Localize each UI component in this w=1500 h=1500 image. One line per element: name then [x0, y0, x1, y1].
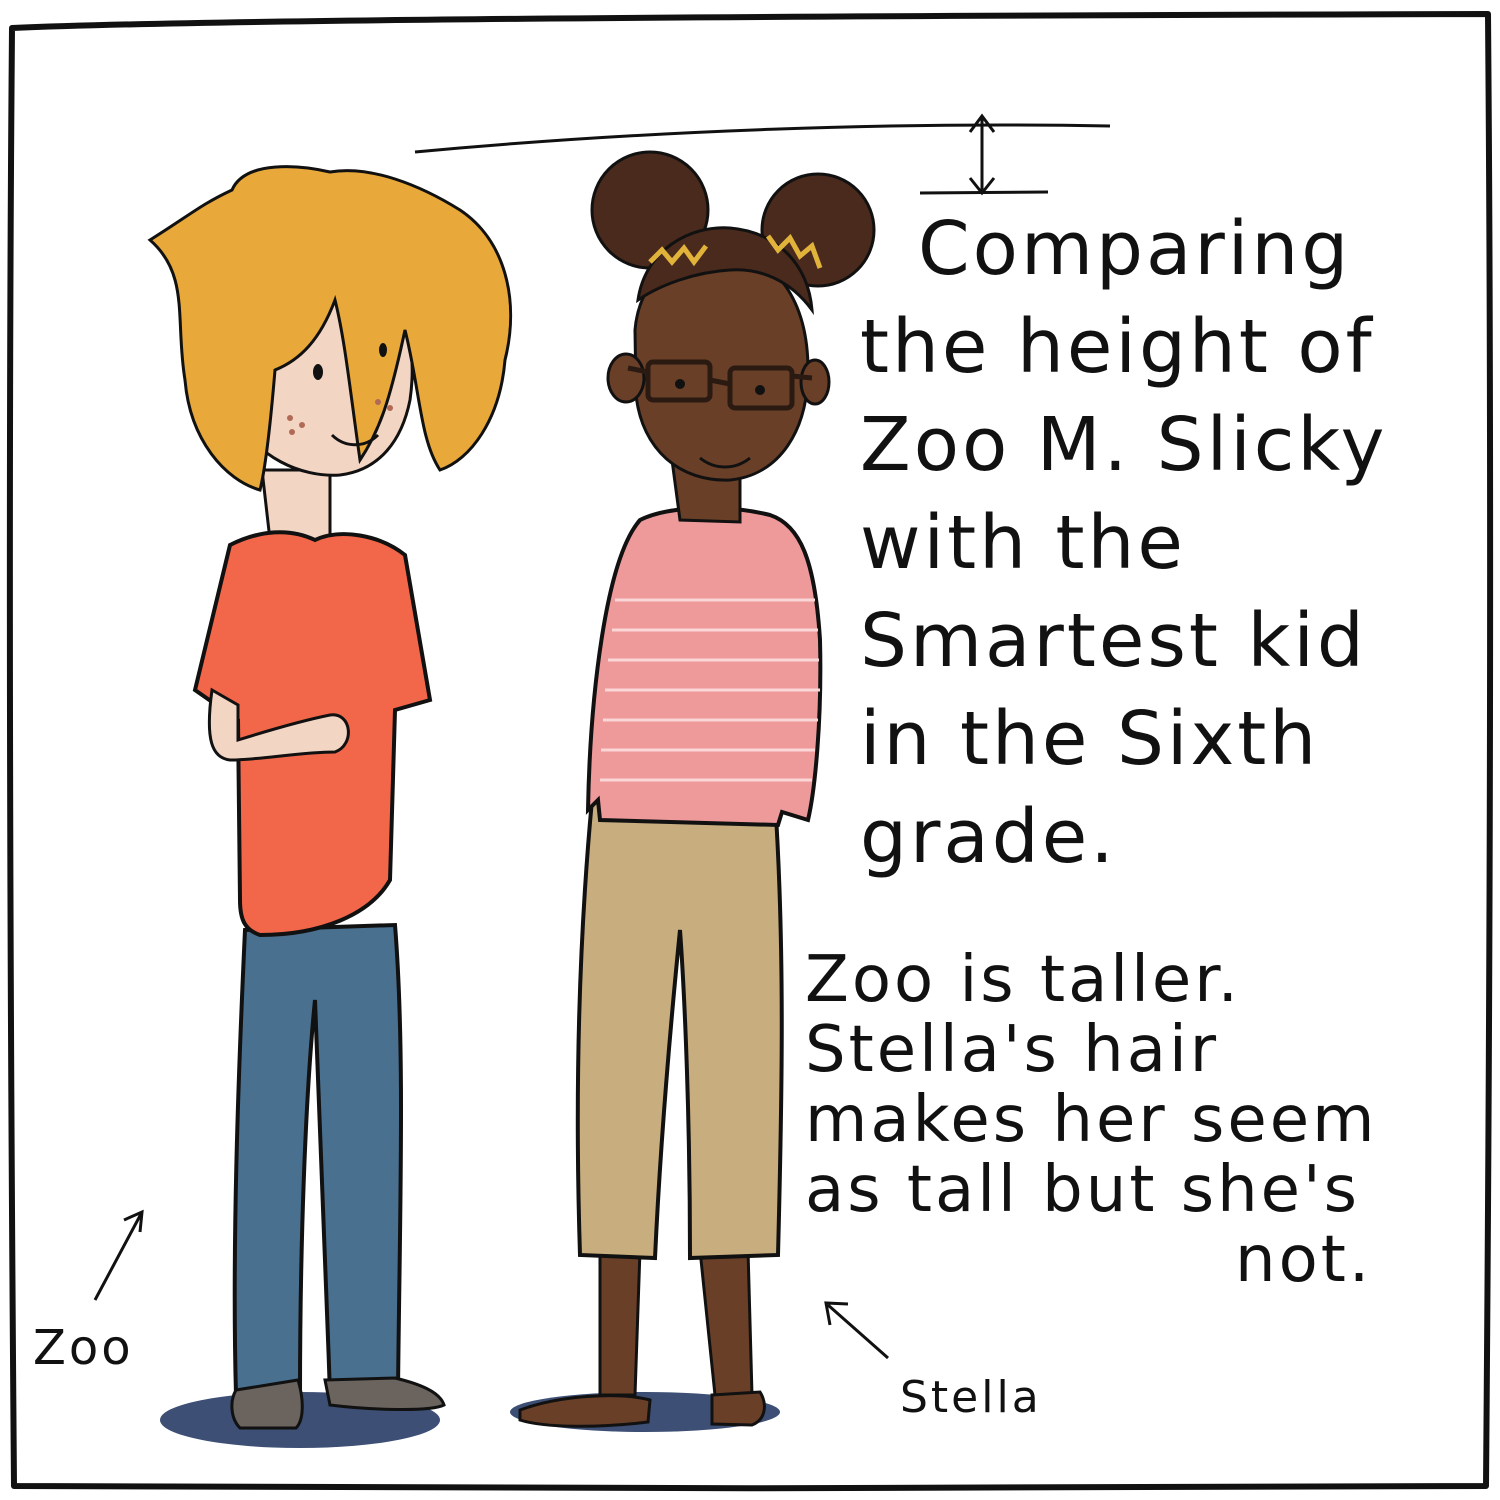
- stella-hairband-right: [765, 233, 823, 269]
- caption-line: grade.: [860, 794, 1117, 880]
- caption-line: Zoo M. Slicky: [860, 402, 1388, 488]
- zoo-freckles: [287, 399, 393, 435]
- note-line: as tall but she's: [805, 1153, 1360, 1227]
- stella-shirt: [585, 506, 823, 828]
- zoo-eye-left: [313, 364, 323, 380]
- caption-line: with the: [860, 500, 1186, 586]
- stella-smile: [699, 456, 751, 469]
- zoo-smile: [330, 433, 380, 447]
- panel-border: [6, 11, 1494, 1492]
- stella-pants: [575, 798, 784, 1261]
- note-line: Zoo is taller.: [805, 943, 1241, 1017]
- zoo-label: Zoo: [33, 1320, 134, 1376]
- stella-right-foot: [710, 1390, 766, 1427]
- note-line: not.: [1235, 1223, 1373, 1297]
- stella-left-foot: [518, 1394, 652, 1428]
- zoo-figure: [147, 165, 513, 1448]
- stella-arrow: [824, 1301, 889, 1360]
- height-line: [414, 123, 1111, 154]
- note-line: makes her seem: [805, 1083, 1378, 1157]
- zoo-left-shoe: [230, 1378, 304, 1430]
- zoo-right-shoe: [323, 1376, 446, 1412]
- stella-shirt-stripes: [600, 598, 820, 782]
- caption-line: Comparing: [918, 206, 1352, 292]
- zoo-jeans: [232, 922, 404, 1398]
- caption-line: the height of: [860, 304, 1375, 390]
- stella-figure: [510, 150, 876, 1432]
- stella-label: Stella: [900, 1372, 1042, 1423]
- caption-line: in the Sixth: [860, 696, 1320, 782]
- caption-note: Zoo is taller. Stella's hair makes her s…: [805, 945, 1377, 1295]
- height-arrow: [968, 113, 996, 196]
- zoo-hair: [147, 165, 513, 492]
- stella-hairband-left: [648, 243, 708, 267]
- zoo-eye-right: [379, 343, 387, 357]
- caption-heading: Comparing the height of Zoo M. Slicky wi…: [860, 200, 1387, 886]
- caption-line: Smartest kid: [860, 598, 1367, 684]
- stella-glasses: [627, 359, 813, 411]
- note-line: Stella's hair: [805, 1013, 1220, 1087]
- zoo-arrow: [93, 1209, 144, 1301]
- zoo-arm: [207, 687, 350, 762]
